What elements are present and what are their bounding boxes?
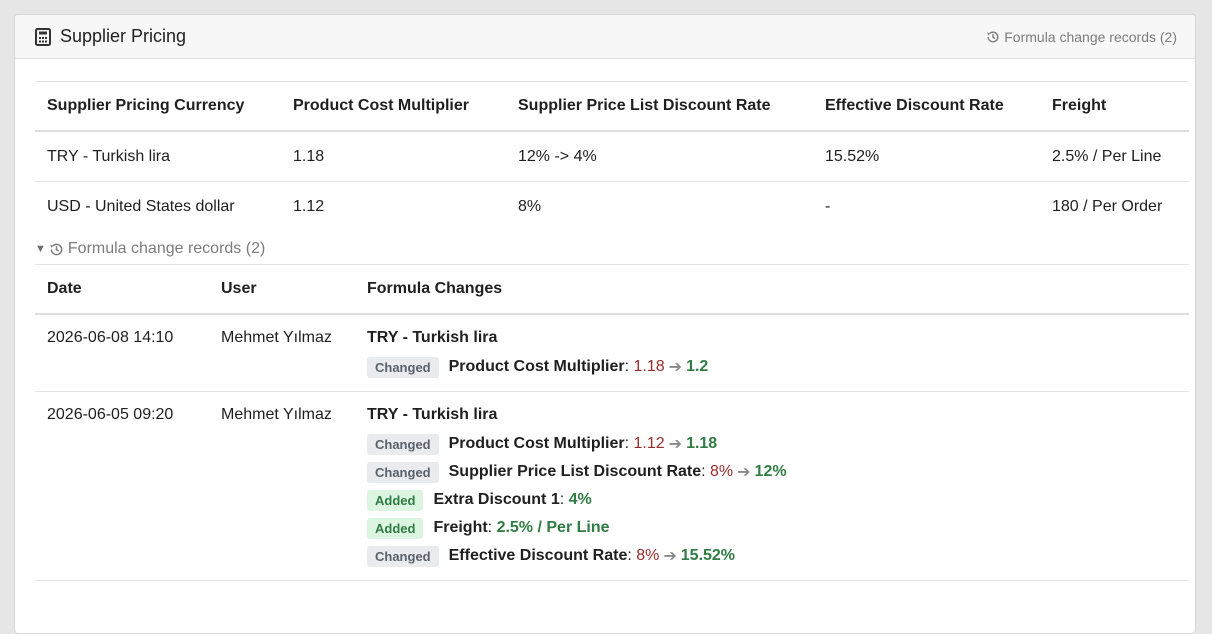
change-item: Added Freight: 2.5% / Per Line xyxy=(367,514,1177,542)
supplier-pricing-panel: Supplier Pricing Formula change records … xyxy=(14,14,1196,634)
cell-cost-multiplier: 1.18 xyxy=(281,131,506,182)
history-icon xyxy=(50,243,63,255)
cell-cost-multiplier: 1.12 xyxy=(293,197,325,215)
old-value: 8% xyxy=(710,463,734,480)
old-value: 1.12 xyxy=(633,435,665,452)
record-changes: TRY - Turkish lira Changed Product Cost … xyxy=(355,391,1189,581)
col-currency: Supplier Pricing Currency xyxy=(35,81,281,132)
new-value: 12% xyxy=(754,463,787,480)
history-icon xyxy=(987,31,999,42)
pricing-table: Supplier Pricing Currency Product Cost M… xyxy=(35,81,1189,231)
change-item: Changed Effective Discount Rate: 8% ➔ 15… xyxy=(367,542,1177,570)
calculator-icon xyxy=(35,27,51,46)
record-changes: TRY - Turkish lira Changed Product Cost … xyxy=(355,314,1189,392)
arrow-right-icon: ➔ xyxy=(668,359,683,376)
cell-freight: 2.5% / Per Line xyxy=(1040,131,1189,182)
record-date: 2026-06-05 09:20 xyxy=(35,391,209,581)
cell-currency: USD - United States dollar xyxy=(47,197,235,215)
panel-title: Supplier Pricing xyxy=(35,26,186,47)
old-value: 8% xyxy=(636,547,660,564)
table-row: 2026-06-08 14:10 Mehmet Yılmaz TRY - Tur… xyxy=(35,314,1189,392)
col-formula-changes: Formula Changes xyxy=(355,264,1189,315)
arrow-right-icon: ➔ xyxy=(737,464,751,481)
col-date: Date xyxy=(35,264,209,315)
arrow-right-icon: ➔ xyxy=(663,548,677,565)
cell-price-list-discount: 12% -> 4% xyxy=(506,131,813,182)
col-freight: Freight xyxy=(1040,81,1189,132)
records-toggle[interactable]: ▼ Formula change records (2) xyxy=(35,234,1187,264)
cell-effective-discount: - xyxy=(825,197,831,215)
cell-currency: TRY - Turkish lira xyxy=(35,131,281,182)
change-item: Changed Product Cost Multiplier: 1.18 ➔ … xyxy=(367,353,1177,381)
cell-freight: 180 / Per Order xyxy=(1052,197,1163,215)
table-row: 2026-06-05 09:20 Mehmet Yılmaz TRY - Tur… xyxy=(35,391,1189,581)
arrow-right-icon: ➔ xyxy=(668,436,683,453)
change-field: Extra Discount 1 xyxy=(433,491,560,508)
panel-title-text: Supplier Pricing xyxy=(60,26,187,46)
record-currency: TRY - Turkish lira xyxy=(367,406,498,423)
old-value: 1.18 xyxy=(633,358,665,375)
change-field: Product Cost Multiplier xyxy=(448,435,625,452)
changed-badge: Changed xyxy=(367,545,439,567)
new-value: 1.18 xyxy=(686,435,718,452)
col-price-list-discount: Supplier Price List Discount Rate xyxy=(506,81,813,132)
new-value: 4% xyxy=(568,491,592,508)
table-row: TRY - Turkish lira 1.18 12% -> 4% 15.52%… xyxy=(35,131,1189,182)
records-toggle-label: Formula change records (2) xyxy=(67,240,266,257)
record-date: 2026-06-08 14:10 xyxy=(35,314,209,392)
new-value: 1.2 xyxy=(686,358,709,375)
change-field: Freight xyxy=(433,519,488,536)
cell-price-list-discount: 8% xyxy=(518,197,542,215)
changed-badge: Changed xyxy=(367,461,439,483)
change-field: Product Cost Multiplier xyxy=(448,358,625,375)
table-row: USD - United States dollar 1.12 8% - 180… xyxy=(35,182,1189,232)
cell-effective-discount: 15.52% xyxy=(813,131,1040,182)
pricing-header-row: Supplier Pricing Currency Product Cost M… xyxy=(35,81,1189,132)
new-value: 15.52% xyxy=(680,547,736,564)
panel-content: Supplier Pricing Currency Product Cost M… xyxy=(15,59,1195,581)
panel-header: Supplier Pricing Formula change records … xyxy=(15,15,1195,59)
caret-down-icon: ▼ xyxy=(35,243,46,255)
records-link-label: Formula change records (2) xyxy=(1004,28,1177,45)
added-badge: Added xyxy=(367,517,424,539)
col-cost-multiplier: Product Cost Multiplier xyxy=(281,81,506,132)
change-item: Changed Product Cost Multiplier: 1.12 ➔ … xyxy=(367,430,1177,458)
change-records-table: Date User Formula Changes 2026-06-08 14:… xyxy=(35,264,1189,581)
col-effective-discount: Effective Discount Rate xyxy=(813,81,1040,132)
added-badge: Added xyxy=(367,489,424,511)
record-currency: TRY - Turkish lira xyxy=(367,329,498,346)
record-user: Mehmet Yılmaz xyxy=(209,391,355,581)
formula-change-records-link[interactable]: Formula change records (2) xyxy=(986,29,1177,45)
change-item: Added Extra Discount 1: 4% xyxy=(367,486,1177,514)
records-header-row: Date User Formula Changes xyxy=(35,264,1189,315)
changed-badge: Changed xyxy=(367,356,439,378)
record-user: Mehmet Yılmaz xyxy=(209,314,355,392)
changed-badge: Changed xyxy=(367,433,439,455)
change-item: Changed Supplier Price List Discount Rat… xyxy=(367,458,1177,486)
change-field: Supplier Price List Discount Rate xyxy=(448,463,702,480)
new-value: 2.5% / Per Line xyxy=(496,519,610,536)
col-user: User xyxy=(209,264,355,315)
change-field: Effective Discount Rate xyxy=(448,547,628,564)
